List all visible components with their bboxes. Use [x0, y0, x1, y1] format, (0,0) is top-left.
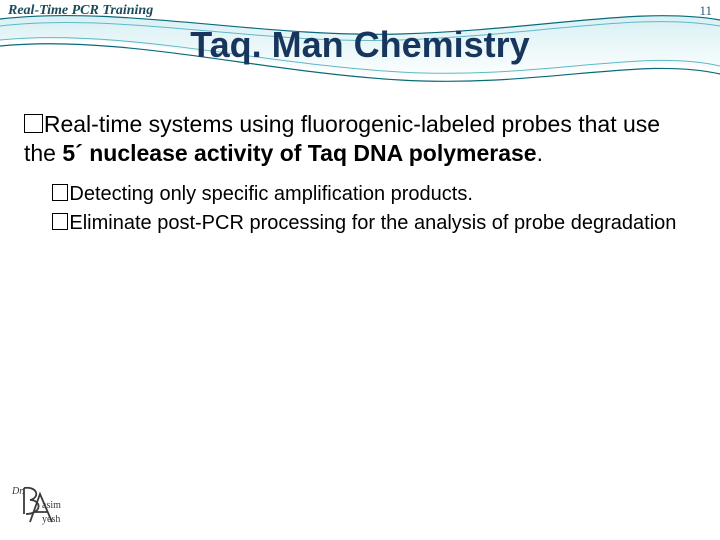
logo-dr: Dr. — [11, 486, 25, 497]
bullet-box-icon — [24, 114, 43, 133]
main-bullet-tail: . — [537, 140, 543, 166]
main-bullet: Real-time systems using fluorogenic-labe… — [24, 110, 696, 168]
bullet-box-icon — [52, 213, 68, 229]
header-title: Real-Time PCR Training — [8, 3, 153, 19]
sub-bullet: Eliminate post-PCR processing for the an… — [52, 211, 696, 236]
sub-bullets: Detecting only specific amplification pr… — [52, 182, 696, 236]
logo-name2: yesh — [42, 514, 60, 525]
slide-title: Taq. Man Chemistry — [0, 24, 720, 66]
content-area: Real-time systems using fluorogenic-labe… — [24, 110, 696, 240]
main-bullet-bold: 5´ nuclease activity of Taq DNA polymera… — [62, 140, 536, 166]
author-logo: Dr. asim yesh — [10, 480, 80, 528]
sub-bullet: Detecting only specific amplification pr… — [52, 182, 696, 207]
page-number: 11 — [699, 3, 712, 19]
sub-bullet-text: Detecting only specific amplification pr… — [69, 183, 473, 205]
logo-letter-b — [24, 488, 39, 514]
logo-name1: asim — [42, 500, 61, 511]
header-bar: Real-Time PCR Training 11 — [0, 0, 720, 22]
bullet-box-icon — [52, 184, 68, 200]
sub-bullet-text: Eliminate post-PCR processing for the an… — [69, 212, 676, 234]
